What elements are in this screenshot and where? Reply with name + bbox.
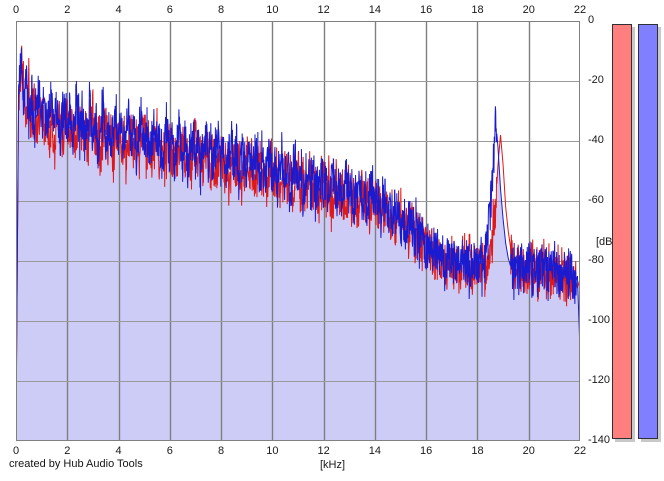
credit-text: created by Hub Audio Tools [9,458,143,470]
y-tick-0: 0 [588,14,595,26]
x-tick-bottom-6: 6 [166,445,173,457]
spectrum-plot[interactable] [16,21,580,441]
y-tick--20: -20 [588,74,604,86]
level-meter-right[interactable] [638,24,664,445]
x-tick-top-2: 2 [64,4,71,16]
x-tick-bottom-22: 22 [573,445,587,457]
x-tick-bottom-16: 16 [420,445,433,457]
x-tick-bottom-12: 12 [317,445,330,457]
x-tick-bottom-2: 2 [64,445,71,457]
x-tick-top-14: 14 [368,4,382,16]
plot-border [16,21,580,441]
x-tick-top-8: 8 [218,4,225,16]
spectrum-trace-blue [16,47,580,436]
x-tick-bottom-18: 18 [471,445,484,457]
x-tick-bottom-20: 20 [522,445,535,457]
y-tick--60: -60 [588,194,604,206]
y-tick--120: -120 [588,374,611,386]
x-tick-bottom-4: 4 [115,445,122,457]
x-tick-bottom-0: 0 [12,445,20,457]
spectrum-plot-canvas [16,21,580,441]
x-tick-top-10: 10 [266,4,279,16]
level-meter-left-fill [612,24,632,439]
x-tick-top-12: 12 [317,4,330,16]
y-tick--80: -80 [588,254,604,266]
x-tick-bottom-8: 8 [218,445,225,457]
plot-gridlines [16,21,580,441]
x-tick-top-0: 0 [12,4,20,16]
y-tick--100: -100 [588,314,611,326]
x-axis-unit-label: [kHz] [320,459,346,471]
y-axis-unit-label: [dB] [596,236,616,248]
x-tick-top-18: 18 [471,4,484,16]
x-tick-bottom-10: 10 [266,445,279,457]
x-tick-top-6: 6 [166,4,173,16]
y-tick--140: -140 [588,434,611,446]
x-tick-top-4: 4 [115,4,122,16]
spectrum-traces [16,45,580,436]
level-meter-left[interactable] [612,24,638,445]
x-tick-bottom-14: 14 [368,445,382,457]
x-tick-top-16: 16 [420,4,433,16]
x-tick-top-20: 20 [522,4,535,16]
y-tick--40: -40 [588,134,604,146]
x-tick-top-22: 22 [573,4,587,16]
level-meter-right-fill [638,24,658,439]
